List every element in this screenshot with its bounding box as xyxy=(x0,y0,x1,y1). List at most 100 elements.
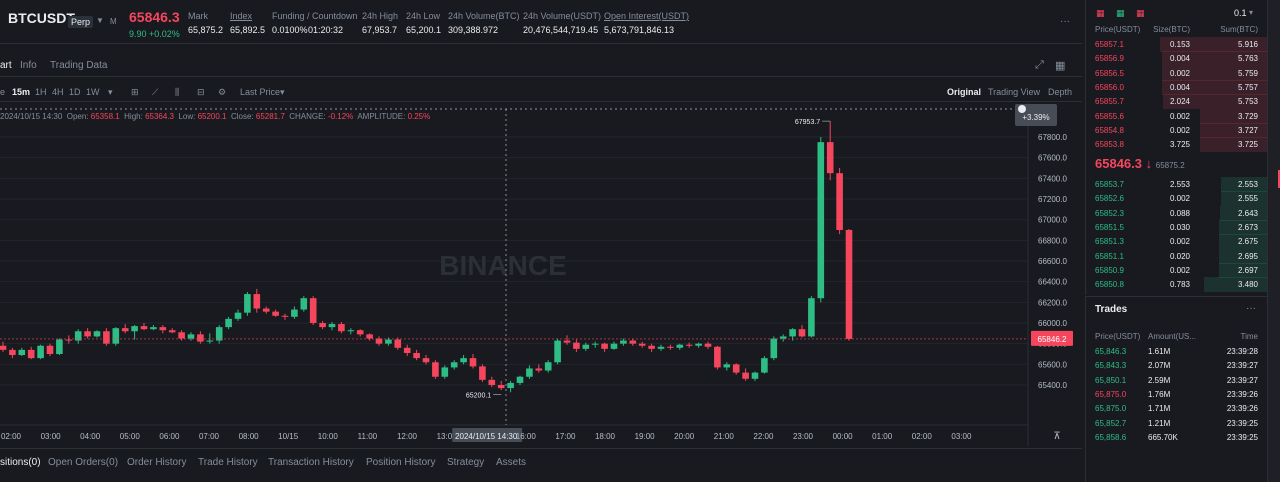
timeframe-4h[interactable]: 4H xyxy=(52,87,64,97)
margin-icon[interactable]: M xyxy=(110,17,117,26)
ob-sum: 5.916 xyxy=(1237,40,1258,49)
tick-chevron-icon[interactable]: ▾ xyxy=(1249,8,1254,17)
bid-row[interactable]: 65851.5 0.030 2.673 xyxy=(1086,219,1268,235)
candle-body xyxy=(723,364,731,368)
ob-price: 65854.8 xyxy=(1095,125,1124,135)
chevron-down-icon[interactable]: ▼ xyxy=(96,16,104,25)
tab-trade-history[interactable]: Trade History xyxy=(198,457,258,468)
candle-body xyxy=(450,362,458,368)
ohlc-close-label: Close: xyxy=(230,112,254,121)
ob-size: 0.030 xyxy=(1169,222,1190,232)
candle-body xyxy=(215,327,223,341)
timeframe-1w[interactable]: 1W xyxy=(86,87,100,97)
chart-type-icon[interactable]: ⊞ xyxy=(131,87,139,97)
stat-index-label[interactable]: Index xyxy=(230,11,253,21)
stat-low-value: 65,200.1 xyxy=(406,25,442,35)
ob-sum: 2.555 xyxy=(1237,194,1258,204)
tab-transaction-history[interactable]: Transaction History xyxy=(268,457,354,468)
expand-icon[interactable]: ⤢ xyxy=(1035,59,1044,71)
book-asks-icon[interactable]: ▦ xyxy=(1136,8,1145,18)
tab-assets[interactable]: Assets xyxy=(496,457,527,468)
layout-icon[interactable]: ▦ xyxy=(1055,60,1066,72)
timeframe-1d[interactable]: 1D xyxy=(69,87,81,97)
ask-row[interactable]: 65855.6 0.002 3.729 xyxy=(1086,108,1268,124)
ask-row[interactable]: 65855.7 2.024 5.753 xyxy=(1086,94,1268,110)
timeframe-15m[interactable]: 15m xyxy=(12,87,31,97)
indicator-icon[interactable]: ⟋ xyxy=(152,87,159,97)
candle-body xyxy=(808,298,815,337)
trade-row: 65,852.7 1.21M 23:39:25 xyxy=(1086,416,1268,431)
x-tick-label: 17:00 xyxy=(555,432,576,441)
candle-body xyxy=(742,372,749,379)
tick-size-select[interactable]: 0.1 xyxy=(1234,8,1247,18)
trade-row: 65,846.3 1.61M 23:39:28 xyxy=(1086,344,1268,359)
timeframe-1h[interactable]: 1H xyxy=(35,87,47,97)
ask-row[interactable]: 65857.1 0.153 5.916 xyxy=(1086,37,1268,52)
candle-style-icon[interactable]: ⫼ xyxy=(175,87,180,97)
bid-row[interactable]: 65850.8 0.783 3.480 xyxy=(1086,277,1268,293)
ohlc-high-label: High: xyxy=(124,112,143,121)
trade-amount: 2.07M xyxy=(1148,361,1171,371)
orderbook-header: Price(USDT) Size(BTC) Sum(BTC) xyxy=(1086,22,1268,37)
more-icon[interactable]: ··· xyxy=(1246,303,1256,314)
candle-body xyxy=(479,366,486,380)
stat-vol-usdt-value: 20,476,544,719.45 xyxy=(523,25,599,35)
tab-trading-data[interactable]: Trading Data xyxy=(50,60,108,71)
symbol-selector[interactable]: BTCUSDT xyxy=(8,10,75,26)
recent-trades: Trades ··· Price(USDT) Amount(US... Time… xyxy=(1085,296,1267,482)
view-depth[interactable]: Depth xyxy=(1048,87,1073,97)
tab-order-history[interactable]: Order History xyxy=(127,457,187,468)
tab-chart[interactable]: art xyxy=(0,60,12,71)
crosshair-pct: +3.39% xyxy=(1022,113,1049,122)
ob-sum: 3.727 xyxy=(1237,125,1258,135)
ask-row[interactable]: 65856.9 0.004 5.763 xyxy=(1086,51,1268,67)
candle-body xyxy=(732,364,740,373)
ask-row[interactable]: 65854.8 0.002 3.727 xyxy=(1086,122,1268,138)
trade-price: 65,875.0 xyxy=(1095,404,1127,414)
timeframe-time[interactable]: e xyxy=(0,87,6,97)
bid-row[interactable]: 65850.9 0.002 2.697 xyxy=(1086,262,1268,278)
add-alert-icon[interactable] xyxy=(1018,105,1026,113)
bid-row[interactable]: 65851.3 0.002 2.675 xyxy=(1086,234,1268,250)
view-original[interactable]: Original xyxy=(947,87,982,97)
ob-size: 0.002 xyxy=(1169,68,1190,78)
bid-row[interactable]: 65853.7 2.553 2.553 xyxy=(1086,177,1268,192)
y-tick-label: 66400.0 xyxy=(1038,278,1067,287)
bid-row[interactable]: 65852.6 0.002 2.555 xyxy=(1086,191,1268,207)
bid-row[interactable]: 65851.1 0.020 2.695 xyxy=(1086,248,1268,264)
book-bids-icon[interactable]: ▦ xyxy=(1116,8,1125,18)
price-source-chevron-icon[interactable]: ▾ xyxy=(280,87,285,97)
stat-oi-value: 5,673,791,846.13 xyxy=(604,25,675,35)
timeframe-dropdown-icon[interactable]: ▾ xyxy=(108,87,113,97)
ohlc-amplitude-label: AMPLITUDE: xyxy=(357,112,406,121)
tab-positions[interactable]: sitions(0) xyxy=(0,457,41,468)
candle-body xyxy=(206,340,214,342)
tab-strategy[interactable]: Strategy xyxy=(447,457,485,468)
candle-body xyxy=(121,328,129,332)
tab-info[interactable]: Info xyxy=(20,60,37,71)
stat-oi-label[interactable]: Open Interest(USDT) xyxy=(604,11,690,21)
bid-row[interactable]: 65852.3 0.088 2.643 xyxy=(1086,205,1268,221)
drawing-icon[interactable]: ⊟ xyxy=(197,87,205,97)
candlestick-chart[interactable]: BINANCE 67800.0 67600.0 67400.0 67200.0 6700… xyxy=(0,103,1082,446)
ask-row[interactable]: 65853.8 3.725 3.725 xyxy=(1086,137,1268,153)
candle-body xyxy=(751,372,759,379)
tab-open-orders[interactable]: Open Orders(0) xyxy=(48,457,119,468)
reset-axis-icon[interactable]: ⊼ xyxy=(1053,431,1060,442)
ob-price: 65856.0 xyxy=(1095,82,1124,92)
y-tick-label: 67800.0 xyxy=(1038,133,1067,142)
ask-row[interactable]: 65856.0 0.004 5.757 xyxy=(1086,79,1268,95)
ob-price: 65851.1 xyxy=(1095,251,1124,261)
ask-row[interactable]: 65856.5 0.002 5.759 xyxy=(1086,65,1268,81)
tab-position-history[interactable]: Position History xyxy=(366,457,436,468)
more-icon[interactable]: ··· xyxy=(1060,16,1070,27)
gear-icon[interactable]: ⚙ xyxy=(218,87,227,97)
book-both-icon[interactable]: ▦ xyxy=(1096,8,1105,18)
trade-amount: 1.76M xyxy=(1148,389,1171,399)
depth-bar xyxy=(1204,277,1268,293)
price-source-select[interactable]: Last Price xyxy=(240,87,281,97)
view-tradingview[interactable]: Trading View xyxy=(988,87,1041,97)
trades-col-time: Time xyxy=(1240,332,1258,341)
ob-size: 0.002 xyxy=(1169,125,1190,135)
x-tick-label: 08:00 xyxy=(239,432,260,441)
